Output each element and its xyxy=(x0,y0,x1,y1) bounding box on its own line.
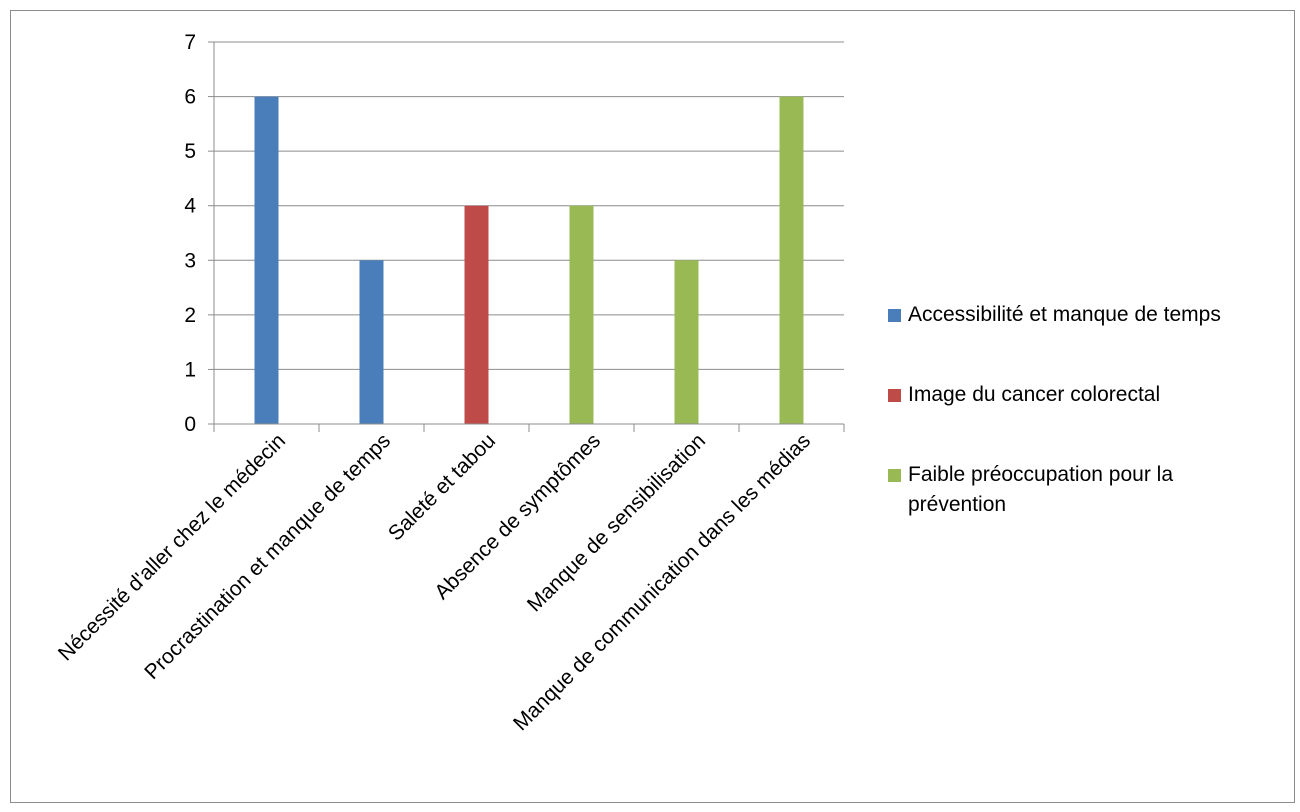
legend-swatch xyxy=(888,469,901,482)
y-tick-label: 3 xyxy=(184,249,196,272)
legend-label: Faible préoccupation pour la prévention xyxy=(908,463,1174,516)
y-tick-label: 2 xyxy=(184,304,196,327)
legend-label: Accessibilité et manque de temps xyxy=(908,303,1221,326)
bar xyxy=(779,96,804,425)
legend-item-accessibilite: Accessibilité et manque de temps xyxy=(888,300,1288,330)
legend-item-image-cancer: Image du cancer colorectal xyxy=(888,380,1288,410)
y-tick-label: 5 xyxy=(184,140,196,163)
y-tick-label: 1 xyxy=(184,358,196,381)
legend-swatch xyxy=(888,309,901,322)
y-tick-label: 0 xyxy=(184,413,196,436)
bar xyxy=(359,260,384,424)
legend-label: Image du cancer colorectal xyxy=(908,383,1161,406)
y-tick-label: 6 xyxy=(184,86,196,109)
chart-frame xyxy=(10,10,1295,803)
bar xyxy=(254,96,279,425)
legend-swatch xyxy=(888,389,901,402)
x-tick-label: Manque de sensibilisation xyxy=(523,429,710,616)
bar xyxy=(464,205,489,424)
y-tick-label: 7 xyxy=(184,31,196,54)
bar xyxy=(674,260,699,424)
gridlines xyxy=(214,41,844,370)
axes xyxy=(213,42,844,425)
x-axis-ticks: Nécessité d'aller chez le médecinProcras… xyxy=(54,424,845,735)
x-tick-label: Saleté et tabou xyxy=(384,429,500,545)
x-tick-label: Nécessité d'aller chez le médecin xyxy=(54,429,290,665)
bars xyxy=(254,96,804,425)
y-tick-label: 4 xyxy=(184,195,196,218)
legend-item-faible-preoccupation: Faible préoccupation pour la prévention xyxy=(888,460,1288,520)
bar xyxy=(569,205,594,424)
legend: Accessibilité et manque de temps Image d… xyxy=(888,300,1288,520)
y-axis-ticks: 0 1 2 3 4 5 6 7 xyxy=(184,31,214,436)
